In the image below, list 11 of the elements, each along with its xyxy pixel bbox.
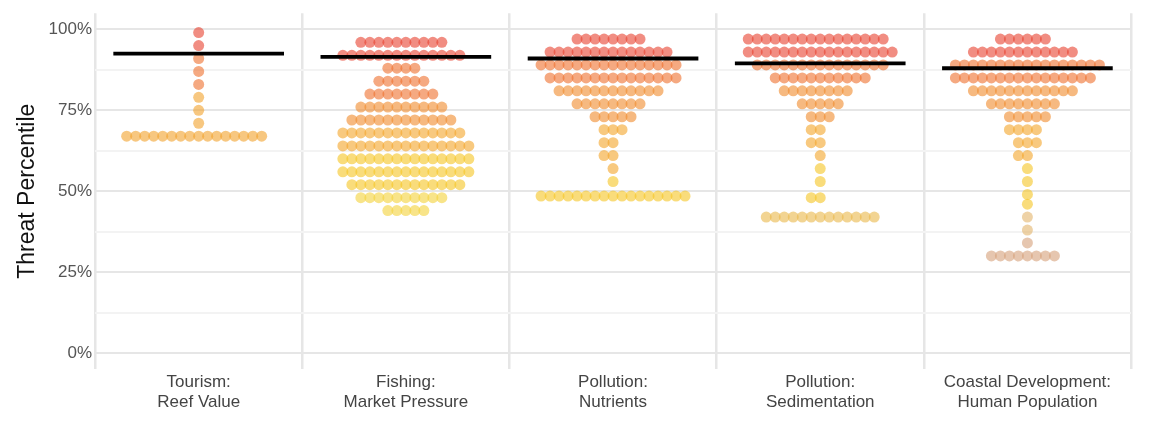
x-tick-label: Fishing: Market Pressure	[343, 372, 469, 412]
y-tick-label: 50%	[58, 180, 93, 200]
x-tick-label: Coastal Development: Human Population	[943, 372, 1112, 412]
y-tick-label: 25%	[58, 261, 93, 281]
x-tick-label: Tourism: Reef Value	[157, 372, 241, 412]
y-axis-title: Threat Percentile	[13, 103, 40, 279]
x-tick-label: Pollution: Sedimentation	[765, 372, 875, 412]
y-tick-label: 100%	[48, 19, 93, 39]
y-tick-label: 75%	[58, 99, 93, 119]
x-tick-label: Pollution: Nutrients	[578, 372, 649, 412]
y-tick-label: 0%	[67, 342, 93, 362]
